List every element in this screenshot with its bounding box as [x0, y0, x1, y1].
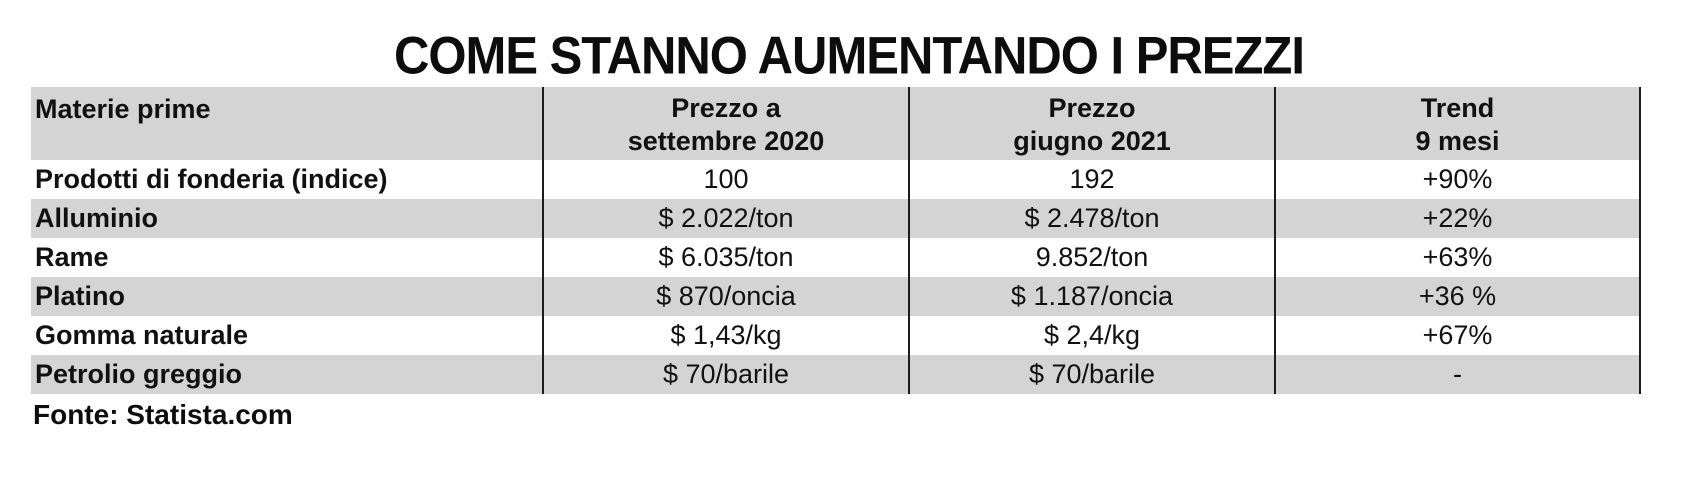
column-header-label-line2: giugno 2021	[1013, 126, 1171, 156]
page-title: COME STANNO AUMENTANDO I PREZZI	[394, 27, 1305, 86]
trend-cell: +63%	[1274, 238, 1641, 277]
column-header-label-line1: Prezzo a	[671, 93, 781, 123]
trend-cell: +36 %	[1274, 277, 1641, 316]
table-row-petrolio-greggio: Petrolio greggio $ 70/barile $ 70/barile…	[31, 355, 1641, 394]
prices-table: Materie prime Prezzo a settembre 2020 Pr…	[31, 87, 1641, 394]
column-header-materie-prime: Materie prime	[31, 87, 542, 160]
price-sep-2020-cell: $ 870/oncia	[542, 277, 908, 316]
price-jun-2021-cell: $ 2,4/kg	[908, 316, 1274, 355]
column-header-trend-9-mesi: Trend 9 mesi	[1274, 87, 1641, 160]
trend-cell: -	[1274, 355, 1641, 394]
trend-cell: +90%	[1274, 160, 1641, 199]
material-name-cell: Prodotti di fonderia (indice)	[35, 164, 388, 194]
trend-cell: +67%	[1274, 316, 1641, 355]
price-jun-2021-cell: $ 2.478/ton	[908, 199, 1274, 238]
price-jun-2021-cell: 192	[908, 160, 1274, 199]
column-header-label: Materie prime	[35, 94, 211, 124]
table-row-prodotti-di-fonderia: Prodotti di fonderia (indice) 100 192 +9…	[31, 160, 1641, 199]
trend-cell: +22%	[1274, 199, 1641, 238]
table-row-rame: Rame $ 6.035/ton 9.852/ton +63%	[31, 238, 1641, 277]
price-jun-2021-cell: $ 70/barile	[908, 355, 1274, 394]
table-row-platino: Platino $ 870/oncia $ 1.187/oncia +36 %	[31, 277, 1641, 316]
price-jun-2021-cell: 9.852/ton	[908, 238, 1274, 277]
material-name-cell: Rame	[35, 242, 109, 272]
column-header-label-line1: Prezzo	[1048, 93, 1136, 123]
material-name-cell: Platino	[35, 281, 126, 311]
material-name-cell: Petrolio greggio	[35, 359, 243, 389]
price-sep-2020-cell: 100	[542, 160, 908, 199]
table-header-row: Materie prime Prezzo a settembre 2020 Pr…	[31, 87, 1641, 160]
price-sep-2020-cell: $ 6.035/ton	[542, 238, 908, 277]
column-header-label-line2: settembre 2020	[627, 126, 825, 156]
column-header-label-line2: 9 mesi	[1415, 126, 1500, 156]
price-sep-2020-cell: $ 70/barile	[542, 355, 908, 394]
material-name-cell: Alluminio	[35, 203, 158, 233]
material-name-cell: Gomma naturale	[35, 320, 249, 350]
price-jun-2021-cell: $ 1.187/oncia	[908, 277, 1274, 316]
price-sep-2020-cell: $ 2.022/ton	[542, 199, 908, 238]
column-header-label-line1: Trend	[1420, 93, 1495, 123]
price-sep-2020-cell: $ 1,43/kg	[542, 316, 908, 355]
table-row-gomma-naturale: Gomma naturale $ 1,43/kg $ 2,4/kg +67%	[31, 316, 1641, 355]
source-note: Fonte: Statista.com	[33, 399, 293, 430]
column-header-prezzo-settembre-2020: Prezzo a settembre 2020	[542, 87, 908, 160]
table-row-alluminio: Alluminio $ 2.022/ton $ 2.478/ton +22%	[31, 199, 1641, 238]
column-header-prezzo-giugno-2021: Prezzo giugno 2021	[908, 87, 1274, 160]
